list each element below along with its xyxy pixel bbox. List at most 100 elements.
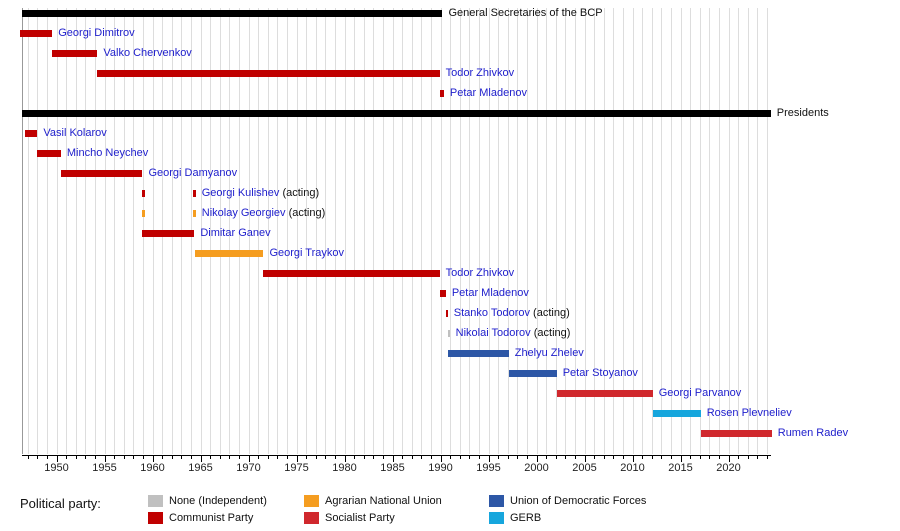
- person-link[interactable]: Rosen Plevneliev: [706, 407, 792, 419]
- person-link[interactable]: Georgi Parvanov: [658, 387, 742, 399]
- entry-label: Rumen Radev: [778, 423, 848, 443]
- chart-plot-area: General Secretaries of the BCP Georgi Dim…: [20, 7, 848, 474]
- axis-tick-label: 1990: [428, 462, 453, 474]
- axis-minor-tick: [267, 456, 269, 459]
- person-link[interactable]: Todor Zhivkov: [445, 67, 515, 79]
- axis-tick-label: 2020: [716, 462, 741, 474]
- axis-minor-tick: [622, 456, 624, 459]
- acting-note: (acting): [279, 187, 320, 199]
- gridline: [94, 8, 96, 454]
- person-link[interactable]: Nikolay Georgiev: [201, 207, 286, 219]
- axis-minor-tick: [258, 456, 260, 459]
- person-link[interactable]: Stanko Todorov: [453, 307, 530, 319]
- axis-tick-label: 2005: [572, 462, 597, 474]
- axis-minor-tick: [133, 456, 135, 459]
- gridline: [613, 8, 615, 454]
- axis-tick-label: 2010: [620, 462, 645, 474]
- gridline: [536, 8, 538, 454]
- gridline: [277, 8, 279, 454]
- axis-tick-label: 2015: [668, 462, 693, 474]
- axis-tick-label: 2000: [524, 462, 549, 474]
- gridline: [229, 8, 231, 454]
- axis-minor-tick: [286, 456, 288, 459]
- person-link[interactable]: Petar Mladenov: [449, 87, 527, 99]
- axis-major-tick: [344, 456, 346, 462]
- gridline: [411, 8, 413, 454]
- axis-minor-tick: [670, 456, 672, 459]
- gridline: [334, 8, 336, 454]
- axis-minor-tick: [114, 456, 116, 459]
- section-bar: [22, 110, 771, 117]
- axis-minor-tick: [382, 456, 384, 459]
- gridline: [373, 8, 375, 454]
- gridline: [238, 8, 240, 454]
- entry-label: Petar Mladenov: [450, 83, 527, 103]
- person-link[interactable]: Petar Stoyanov: [562, 367, 638, 379]
- legend: Political party: None (Independent) Commu…: [0, 485, 900, 531]
- section-label: Presidents: [776, 107, 829, 119]
- axis-major-tick: [488, 456, 490, 462]
- axis-minor-tick: [498, 456, 500, 459]
- legend-item-label: Union of Democratic Forces: [510, 495, 647, 507]
- axis-tick-label: 1965: [188, 462, 213, 474]
- axis-minor-tick: [766, 456, 768, 459]
- term-bar: [24, 130, 38, 137]
- axis-tick-label: 1985: [380, 462, 405, 474]
- gridline: [123, 8, 125, 454]
- legend-swatch-gerb: [489, 512, 504, 524]
- person-link[interactable]: Dimitar Ganev: [200, 227, 271, 239]
- person-link[interactable]: Zhelyu Zhelev: [514, 347, 584, 359]
- person-link[interactable]: Georgi Dimitrov: [58, 27, 135, 39]
- plot-left-edge: [22, 8, 23, 454]
- section-label: General Secretaries of the BCP: [448, 7, 603, 19]
- axis-tick-label: 1950: [44, 462, 69, 474]
- person-link[interactable]: Valko Chervenkov: [103, 47, 192, 59]
- gridline: [296, 8, 298, 454]
- term-bar: [193, 190, 196, 197]
- person-link[interactable]: Petar Mladenov: [451, 287, 529, 299]
- entry-label: Rosen Plevneliev: [707, 403, 792, 423]
- axis-major-tick: [152, 456, 154, 462]
- axis-tick-label: 1975: [284, 462, 309, 474]
- gridline: [267, 8, 269, 454]
- axis-minor-tick: [229, 456, 231, 459]
- axis-minor-tick: [430, 456, 432, 459]
- gridline: [392, 8, 394, 454]
- legend-item-label: Socialist Party: [325, 512, 395, 524]
- axis-minor-tick: [325, 456, 327, 459]
- gridline: [642, 8, 644, 454]
- gridline: [382, 8, 384, 454]
- term-bar: [263, 270, 440, 277]
- axis-minor-tick: [574, 456, 576, 459]
- person-link[interactable]: Rumen Radev: [777, 427, 849, 439]
- axis-minor-tick: [219, 456, 221, 459]
- person-link[interactable]: Nikolai Todorov: [455, 327, 531, 339]
- gridline: [718, 8, 720, 454]
- term-bar: [556, 390, 653, 397]
- axis-minor-tick: [507, 456, 509, 459]
- axis-major-tick: [296, 456, 298, 462]
- entry-label: Zhelyu Zhelev: [515, 343, 584, 363]
- axis-minor-tick: [555, 456, 557, 459]
- axis-minor-tick: [411, 456, 413, 459]
- term-bar: [60, 170, 143, 177]
- term-bar: [652, 410, 701, 417]
- legend-item-label: Communist Party: [169, 512, 254, 524]
- legend-swatch-none: [148, 495, 163, 507]
- term-bar: [508, 370, 557, 377]
- person-link[interactable]: Georgi Kulishev: [201, 187, 280, 199]
- person-link[interactable]: Georgi Traykov: [269, 247, 345, 259]
- person-link[interactable]: Mincho Neychev: [66, 147, 149, 159]
- gridline: [210, 8, 212, 454]
- axis-tick-label: 1955: [92, 462, 117, 474]
- gridline: [555, 8, 557, 454]
- term-bar: [193, 210, 196, 217]
- person-link[interactable]: Vasil Kolarov: [43, 127, 107, 139]
- gridline: [85, 8, 87, 454]
- person-link[interactable]: Georgi Damyanov: [148, 167, 238, 179]
- person-link[interactable]: Todor Zhivkov: [445, 267, 515, 279]
- gridline: [306, 8, 308, 454]
- term-bar: [447, 330, 450, 337]
- legend-swatch-agrarian: [304, 495, 319, 507]
